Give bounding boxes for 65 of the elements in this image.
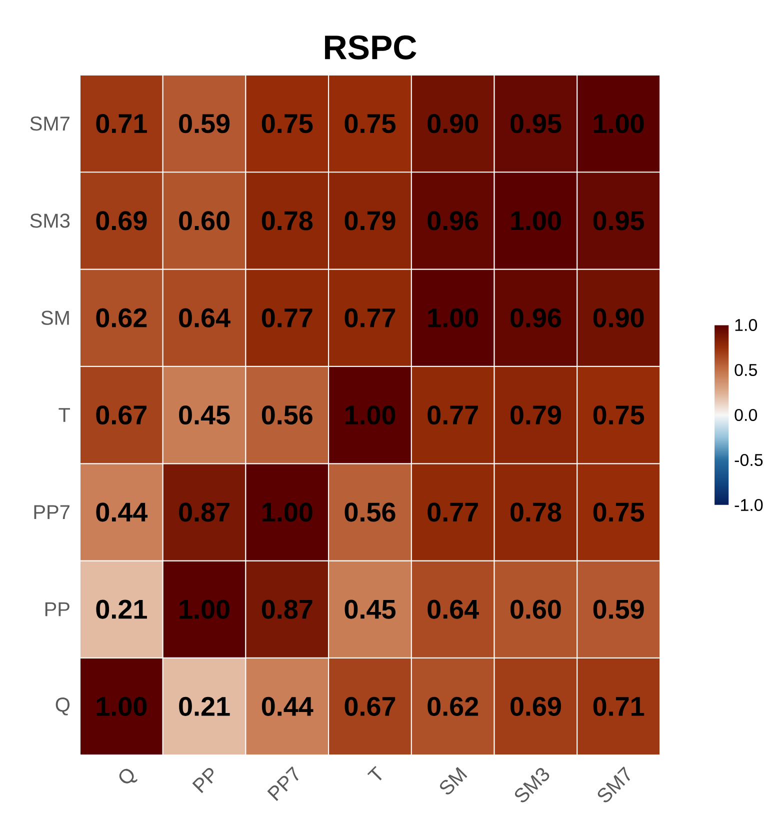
data-label: 0.96 xyxy=(428,211,478,230)
y-tick-label: SM3 xyxy=(30,214,70,228)
color-bar-label: 0.5 xyxy=(734,364,757,376)
data-label: 0.21 xyxy=(179,696,230,716)
data-label: 0.69 xyxy=(96,211,147,230)
data-label: 0.45 xyxy=(344,600,396,619)
x-tick-label: SM xyxy=(440,766,468,794)
data-label: 0.45 xyxy=(179,405,230,425)
y-tick-label: Q xyxy=(56,698,70,716)
data-label: 0.78 xyxy=(262,211,313,230)
data-label: 0.44 xyxy=(96,502,148,522)
data-label: 0.44 xyxy=(262,696,314,716)
data-label: 0.56 xyxy=(344,502,396,522)
data-label: 1.00 xyxy=(511,211,561,230)
y-tick-label: PP7 xyxy=(34,505,70,520)
data-label: 0.69 xyxy=(510,696,561,716)
color-bar-label: 1.0 xyxy=(735,318,758,332)
x-tick-label: T xyxy=(367,766,382,780)
data-label: 1.00 xyxy=(180,600,230,619)
chart-title: RSPC xyxy=(325,35,416,60)
y-tick-label: SM xyxy=(41,310,69,325)
data-label: 1.00 xyxy=(428,308,478,328)
data-label: 0.95 xyxy=(510,114,562,134)
data-label: 0.75 xyxy=(262,114,313,134)
color-bar-label: -0.5 xyxy=(734,454,763,466)
data-label: 0.67 xyxy=(344,696,396,716)
data-label: 0.87 xyxy=(179,502,230,522)
data-label: 1.00 xyxy=(262,502,312,522)
data-label: 0.77 xyxy=(428,405,478,425)
data-label: 0.56 xyxy=(262,405,312,425)
data-label: 1.00 xyxy=(594,114,644,134)
data-label: 0.59 xyxy=(593,600,644,619)
y-tick-label: SM7 xyxy=(30,116,70,131)
y-tick-label: T xyxy=(58,408,70,422)
x-tick-label: Q xyxy=(119,768,138,784)
color-bar-label: 0.0 xyxy=(734,408,758,422)
data-label: 0.79 xyxy=(344,211,396,230)
data-label: 0.77 xyxy=(262,308,312,328)
data-label: 0.64 xyxy=(428,600,479,619)
data-label: 0.79 xyxy=(510,405,561,425)
data-label: 0.62 xyxy=(96,308,147,328)
data-label: 0.64 xyxy=(179,308,230,328)
data-label: 1.00 xyxy=(96,696,147,716)
data-label: 0.77 xyxy=(428,502,478,522)
data-label: 0.87 xyxy=(262,600,312,619)
data-label: 0.71 xyxy=(96,114,147,134)
data-label: 0.77 xyxy=(344,308,396,328)
color-bar-label: -1.0 xyxy=(734,498,763,512)
y-tick-label: PP xyxy=(45,602,70,616)
data-label: 0.60 xyxy=(510,600,561,619)
data-label: 0.75 xyxy=(593,405,644,425)
data-label: 0.59 xyxy=(179,114,230,134)
x-tick-label: PP xyxy=(192,768,214,794)
data-label: 0.21 xyxy=(96,600,147,619)
data-label: 1.00 xyxy=(345,405,396,425)
data-label: 0.96 xyxy=(510,308,561,328)
data-label: 0.95 xyxy=(593,211,644,230)
data-label: 0.78 xyxy=(510,502,562,522)
data-label: 0.75 xyxy=(593,502,644,522)
data-label: 0.62 xyxy=(428,696,478,716)
data-label: 0.67 xyxy=(96,405,147,425)
data-label: 0.75 xyxy=(344,114,396,134)
data-label: 0.90 xyxy=(428,114,478,134)
data-label: 0.90 xyxy=(593,308,644,328)
data-label: 0.60 xyxy=(179,211,230,230)
